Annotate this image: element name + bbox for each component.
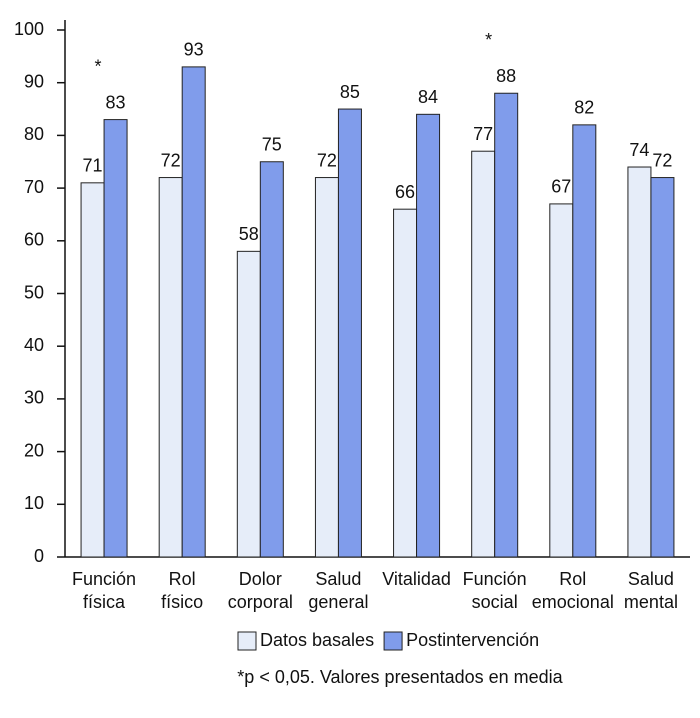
value-label: 93 [184,40,204,60]
bar [471,150,496,558]
x-tick-line: general [308,592,368,612]
bar [259,161,284,558]
legend-label: Datos basales [260,630,374,650]
bar [650,177,675,558]
value-label: 83 [106,92,126,112]
value-label: 88 [496,66,516,86]
value-label: 77 [473,124,493,144]
x-tick-label: Rol físico [161,569,203,612]
x-tick-line: Función [463,569,527,589]
bar [337,108,362,558]
value-label: 66 [395,182,415,202]
x-tick-line: física [83,592,126,612]
x-tick-line: Rol [559,569,586,589]
y-tick-label: 80 [24,124,44,144]
x-tick-line: Dolor [239,569,282,589]
value-label: 71 [83,156,103,176]
value-label: 58 [239,224,259,244]
x-tick-line: Salud [628,569,674,589]
legend-swatch [237,631,257,651]
legend-label: Postintervención [406,630,539,650]
value-label: 72 [317,150,337,170]
x-tick-line: social [472,592,518,612]
bar [627,166,652,558]
bar [416,113,441,558]
y-tick-label: 0 [34,546,44,566]
x-tick-label: Salud general [308,569,368,612]
y-tick-label: 40 [24,335,44,355]
x-tick-line: corporal [228,592,293,612]
bar [181,66,206,558]
value-label: 75 [262,135,282,155]
y-tick-label: 10 [24,493,44,513]
x-tick-label: Función social [463,569,527,612]
bar [314,177,339,558]
annotation: * [485,30,492,50]
x-tick-line: emocional [532,592,614,612]
value-label: 85 [340,82,360,102]
x-tick-line: Salud [315,569,361,589]
x-tick-line: Función [72,569,136,589]
value-label: 67 [551,177,571,197]
bar [572,124,597,558]
bar [80,182,105,558]
bar [494,92,519,558]
value-label: 82 [574,98,594,118]
y-tick-label: 60 [24,230,44,250]
x-tick-label: Dolor corporal [228,569,293,612]
x-tick-line: Vitalidad [382,569,451,589]
y-tick-label: 30 [24,388,44,408]
y-tick-label: 50 [24,282,44,302]
y-tick-label: 100 [14,19,44,39]
value-label: 72 [161,150,181,170]
bar [549,203,574,558]
x-tick-label: Salud mental [624,569,678,612]
x-tick-line: Rol [169,569,196,589]
x-tick-label: Rol emocional [532,569,614,612]
x-tick-line: mental [624,592,678,612]
y-tick-label: 70 [24,177,44,197]
bar [236,250,261,558]
value-label: 74 [629,140,649,160]
y-tick-label: 20 [24,440,44,460]
x-tick-line: físico [161,592,203,612]
bar [158,177,183,558]
bar [103,119,128,558]
y-tick-label: 90 [24,71,44,91]
x-tick-label: Vitalidad [382,569,451,589]
legend-swatch [383,631,403,651]
value-label: 84 [418,87,438,107]
value-label: 72 [652,150,672,170]
x-tick-label: Función física [72,569,136,612]
bar [393,208,418,558]
annotation: * [95,56,102,76]
footnote: *p < 0,05. Valores presentados en media [237,667,563,687]
